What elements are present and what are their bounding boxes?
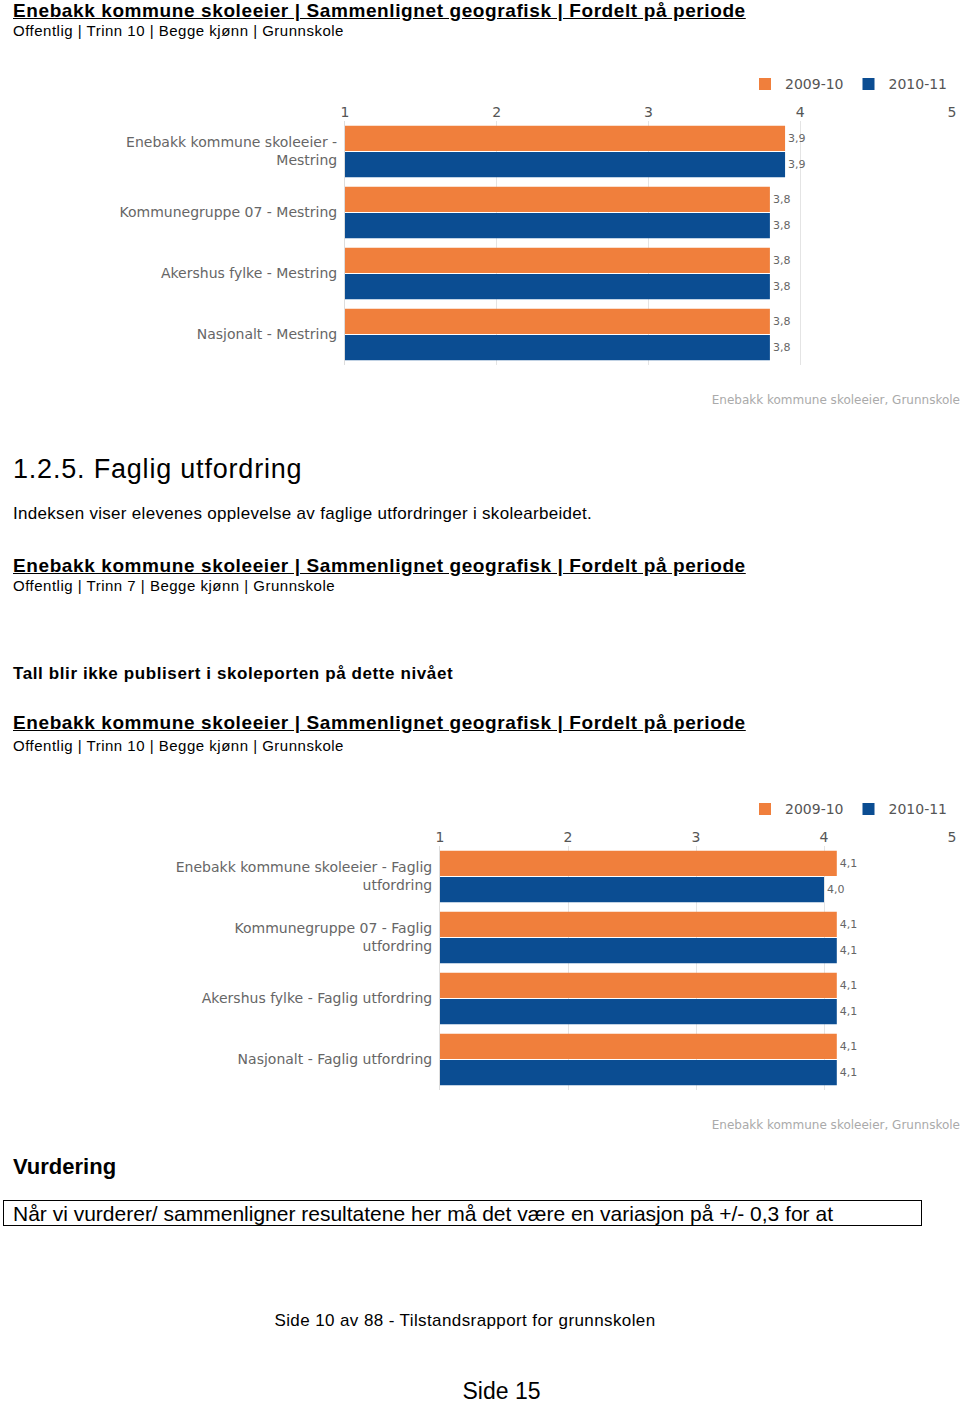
svg-text:3: 3: [692, 829, 701, 845]
svg-text:4,1: 4,1: [840, 918, 858, 931]
svg-text:Enebakk kommune skoleeier - Fa: Enebakk kommune skoleeier - Fagligutford…: [176, 859, 432, 893]
svg-text:3,9: 3,9: [788, 158, 806, 171]
svg-text:3,8: 3,8: [773, 254, 791, 267]
html-text:Tall blir ikke publisert i sko: Tall blir ikke publisert i skoleporten p…: [13, 664, 454, 683]
html-text:Når vi vurderer/ sammenligner: Når vi vurderer/ sammenligner resultaten…: [13, 1202, 833, 1225]
svg-text:4,1: 4,1: [840, 1040, 858, 1053]
svg-text:2010-11: 2010-11: [889, 76, 948, 92]
svg-text:4,1: 4,1: [840, 1005, 858, 1018]
svg-text:2: 2: [564, 829, 573, 845]
html-text:Enebakk kommune skoleeier, Gru: Enebakk kommune skoleeier, Grunnskole: [711, 1118, 960, 1132]
svg-text:4,1: 4,1: [840, 1066, 858, 1079]
html-text:Enebakk kommune skoleeier, Gru: Enebakk kommune skoleeier, Grunnskole: [711, 393, 960, 407]
svg-text:1: 1: [341, 104, 350, 120]
html-text:Offentlig | Trinn 10 | Begge k: Offentlig | Trinn 10 | Begge kjønn | Gru…: [13, 22, 344, 39]
html-text:Side 10 av 88 - Tilstandsrappo: Side 10 av 88 - Tilstandsrapport for gru…: [274, 1311, 656, 1330]
svg-text:3,8: 3,8: [773, 219, 791, 232]
html-text:Offentlig | Trinn 10 | Begge k: Offentlig | Trinn 10 | Begge kjønn | Gru…: [13, 737, 344, 754]
svg-text:5: 5: [948, 829, 957, 845]
svg-text:4,1: 4,1: [840, 857, 858, 870]
svg-text:1: 1: [436, 829, 445, 845]
svg-text:3,8: 3,8: [773, 193, 791, 206]
svg-text:Nasjonalt - Faglig utfordring: Nasjonalt - Faglig utfordring: [238, 1051, 433, 1067]
html-text:Enebakk kommune skoleeier | Sa: Enebakk kommune skoleeier | Sammenlignet…: [13, 712, 746, 733]
svg-text:Kommunegruppe 07 - Mestring: Kommunegruppe 07 - Mestring: [120, 204, 338, 220]
svg-text:4: 4: [820, 829, 829, 845]
html-text:Enebakk kommune skoleeier | Sa: Enebakk kommune skoleeier | Sammenlignet…: [13, 555, 746, 576]
svg-text:3,8: 3,8: [773, 280, 791, 293]
svg-text:Nasjonalt - Mestring: Nasjonalt - Mestring: [197, 326, 337, 342]
svg-text:2: 2: [492, 104, 501, 120]
html-text:Side 15: Side 15: [462, 1378, 541, 1403]
svg-text:2009-10: 2009-10: [785, 76, 844, 92]
svg-text:3: 3: [644, 104, 653, 120]
html-text:Vurdering: Vurdering: [13, 1154, 117, 1179]
svg-text:2009-10: 2009-10: [785, 801, 844, 817]
svg-text:3,9: 3,9: [788, 132, 806, 145]
svg-text:Akershus fylke - Faglig utford: Akershus fylke - Faglig utfordring: [202, 990, 432, 1006]
html-text:Enebakk kommune skoleeier | Sa: Enebakk kommune skoleeier | Sammenlignet…: [13, 0, 746, 21]
svg-text:4,1: 4,1: [840, 944, 858, 957]
svg-text:Enebakk kommune skoleeier -Mes: Enebakk kommune skoleeier -Mestring: [126, 134, 337, 168]
html-text:1.2.5. Faglig utfordring: 1.2.5. Faglig utfordring: [13, 454, 303, 484]
svg-text:4,0: 4,0: [827, 883, 845, 896]
svg-text:3,8: 3,8: [773, 341, 791, 354]
svg-text:Kommunegruppe 07 - Fagligutfor: Kommunegruppe 07 - Fagligutfordring: [234, 920, 432, 954]
html-text:Indeksen viser elevenes opplev: Indeksen viser elevenes opplevelse av fa…: [13, 504, 593, 523]
svg-text:4: 4: [796, 104, 805, 120]
svg-text:5: 5: [948, 104, 957, 120]
svg-text:3,8: 3,8: [773, 315, 791, 328]
svg-text:4,1: 4,1: [840, 979, 858, 992]
svg-text:Akershus fylke - Mestring: Akershus fylke - Mestring: [161, 265, 337, 281]
svg-text:2010-11: 2010-11: [889, 801, 948, 817]
html-text:Offentlig | Trinn 7 | Begge kj: Offentlig | Trinn 7 | Begge kjønn | Grun…: [13, 577, 336, 594]
